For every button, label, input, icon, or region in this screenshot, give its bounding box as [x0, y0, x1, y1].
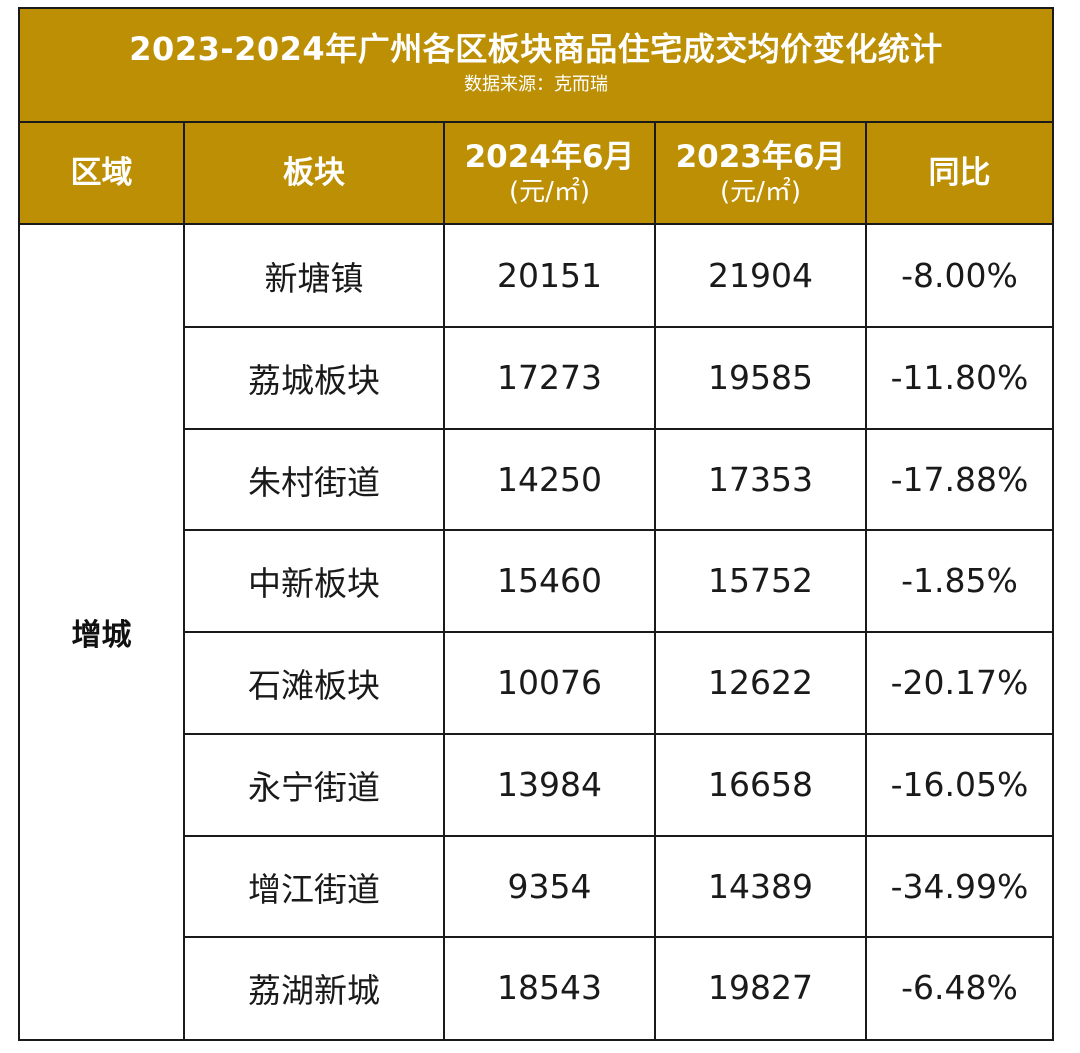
price-2024-cell: 20151 [497, 256, 602, 295]
block-cell: 石滩板块 [248, 665, 380, 705]
price-2024-cell: 17273 [497, 358, 602, 397]
header-2023-label: 2023年6月 [675, 139, 846, 175]
row-divider [185, 631, 1052, 633]
row-divider [185, 733, 1052, 735]
yoy-cell: -34.99% [890, 867, 1029, 906]
header-row: 区域 板块 2024年6月 (元/㎡) 2023年6月 (元/㎡) 同比 [20, 123, 1052, 225]
price-2024-cell: 15460 [497, 561, 602, 600]
district-cell: 增城 [71, 618, 132, 653]
table-row: 朱村街道 14250 17353 -17.88% [185, 429, 1052, 530]
price-2024-cell: 9354 [507, 867, 592, 906]
price-2023-cell: 19827 [708, 968, 813, 1007]
price-2023-cell: 15752 [708, 561, 813, 600]
block-cell: 增江街道 [248, 869, 380, 909]
row-divider [185, 428, 1052, 430]
header-block-label: 板块 [283, 155, 345, 191]
row-divider [185, 936, 1052, 938]
price-2024-cell: 18543 [497, 968, 602, 1007]
table-row: 永宁街道 13984 16658 -16.05% [185, 734, 1052, 835]
table-row: 中新板块 15460 15752 -1.85% [185, 530, 1052, 631]
table-row: 石滩板块 10076 12622 -20.17% [185, 632, 1052, 733]
price-table: 2023-2024年广州各区板块商品住宅成交均价变化统计 数据来源：克而瑞 区域… [18, 7, 1054, 1041]
block-cell: 荔湖新城 [248, 970, 380, 1010]
row-divider [185, 529, 1052, 531]
header-2024: 2024年6月 (元/㎡) [445, 123, 654, 223]
block-cell: 中新板块 [248, 563, 380, 603]
yoy-cell: -16.05% [890, 765, 1029, 804]
data-source: 数据来源：克而瑞 [464, 74, 608, 95]
price-2024-cell: 10076 [497, 663, 602, 702]
yoy-cell: -8.00% [901, 256, 1018, 295]
header-2023: 2023年6月 (元/㎡) [656, 123, 865, 223]
table-row: 新塘镇 20151 21904 -8.00% [185, 225, 1052, 326]
block-cell: 荔城板块 [248, 360, 380, 400]
table-row: 荔湖新城 18543 19827 -6.48% [185, 937, 1052, 1038]
price-2023-cell: 14389 [708, 867, 813, 906]
table-title: 2023-2024年广州各区板块商品住宅成交均价变化统计 [129, 30, 943, 68]
block-cell: 永宁街道 [248, 767, 380, 807]
row-divider [185, 326, 1052, 328]
price-2024-cell: 13984 [497, 765, 602, 804]
yoy-cell: -6.48% [901, 968, 1018, 1007]
header-yoy-label: 同比 [928, 155, 991, 191]
price-2023-cell: 21904 [708, 256, 813, 295]
column-divider [443, 123, 445, 1039]
column-divider [183, 123, 185, 1039]
block-cell: 新塘镇 [264, 258, 364, 298]
header-block: 板块 [185, 123, 443, 223]
price-2023-cell: 12622 [708, 663, 813, 702]
header-2024-unit: (元/㎡) [508, 177, 591, 207]
block-cell: 朱村街道 [248, 462, 380, 502]
yoy-cell: -17.88% [890, 460, 1029, 499]
header-2024-label: 2024年6月 [464, 139, 635, 175]
column-divider [654, 123, 656, 1039]
yoy-cell: -11.80% [890, 358, 1029, 397]
price-2023-cell: 19585 [708, 358, 813, 397]
row-divider [185, 835, 1052, 837]
price-2023-cell: 16658 [708, 765, 813, 804]
table-row: 增江街道 9354 14389 -34.99% [185, 836, 1052, 937]
table-body: 增城 新塘镇 20151 21904 -8.00% 荔城板块 17273 19585 -11.… [20, 225, 1052, 1039]
header-2023-unit: (元/㎡) [719, 177, 802, 207]
title-band: 2023-2024年广州各区板块商品住宅成交均价变化统计 数据来源：克而瑞 [20, 9, 1052, 123]
price-2023-cell: 17353 [708, 460, 813, 499]
column-divider [865, 123, 867, 1039]
price-2024-cell: 14250 [497, 460, 602, 499]
yoy-cell: -1.85% [901, 561, 1018, 600]
header-district: 区域 [20, 123, 183, 223]
header-yoy: 同比 [867, 123, 1052, 223]
yoy-cell: -20.17% [890, 663, 1029, 702]
header-district-label: 区域 [70, 155, 133, 191]
table-row: 荔城板块 17273 19585 -11.80% [185, 327, 1052, 428]
